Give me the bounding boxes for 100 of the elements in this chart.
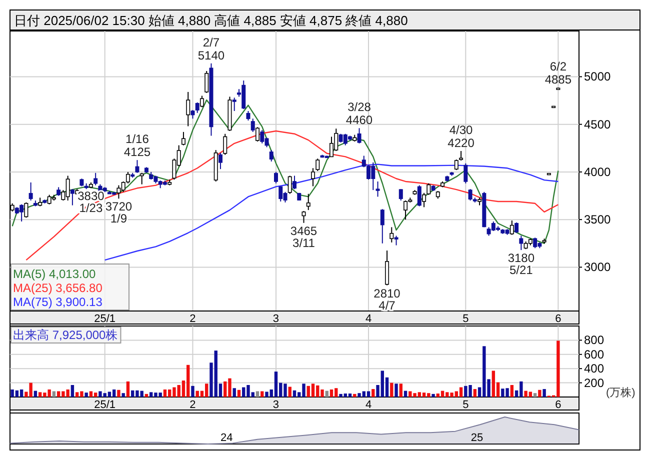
candlestick: [223, 133, 228, 156]
y-tick-label: 3000: [584, 260, 612, 274]
candlestick: [316, 158, 320, 172]
annotation: 4/30 4220: [448, 123, 475, 150]
y-tick-label: 800: [584, 333, 604, 348]
candlestick: [330, 136, 334, 158]
bar: [325, 390, 328, 397]
candlestick: [24, 202, 28, 218]
bar: [288, 386, 292, 397]
bar: [404, 390, 408, 397]
candlestick: [385, 250, 390, 286]
bar: [292, 390, 296, 397]
candlestick: [195, 102, 200, 114]
candlestick: [394, 235, 398, 246]
candlestick: [357, 128, 362, 144]
candlestick: [186, 91, 190, 127]
candlestick: [422, 192, 426, 208]
annotation: 2/7 5140: [198, 35, 225, 62]
annotation: 2810 4/7: [374, 286, 401, 312]
candlestick: [288, 175, 292, 194]
annotation: 3180 5/21: [508, 251, 535, 278]
x-tick-label: 3: [272, 313, 280, 325]
bar: [394, 384, 398, 397]
candlestick: [311, 168, 316, 187]
candlestick: [269, 150, 274, 162]
chart-title: 日付 2025/06/02 15:30 始値 4,880 高値 4,885 安値 4,875 終値 4,880: [14, 13, 408, 28]
candlestick: [274, 171, 278, 184]
bar: [492, 370, 496, 397]
annotation: 25: [470, 432, 484, 444]
y-tick-label: 600: [584, 347, 604, 362]
x-tick-label: 4: [365, 313, 372, 325]
candlestick: [260, 130, 264, 144]
x-tick-label: 25/1: [94, 399, 116, 411]
candlestick: [181, 131, 186, 146]
bar: [330, 389, 334, 397]
bar: [473, 389, 477, 397]
candlestick: [246, 110, 250, 122]
candlestick: [380, 208, 384, 244]
bar: [390, 382, 394, 397]
bar: [538, 390, 542, 397]
bar: [542, 389, 546, 397]
annotation: 3465 3/11: [290, 224, 318, 250]
bar: [256, 391, 260, 397]
x-tick-label: 2: [190, 399, 196, 411]
bar: [126, 381, 130, 397]
bar: [260, 391, 264, 397]
candlestick: [459, 150, 464, 162]
candlestick: [200, 95, 204, 108]
bar: [237, 390, 241, 397]
candlestick: [514, 222, 519, 234]
chart-title: 出来高 7,925,000株: [13, 328, 118, 342]
candlestick: [426, 182, 431, 196]
y-tick-label: 4000: [584, 164, 612, 179]
bar: [432, 394, 435, 397]
candlestick: [390, 226, 394, 243]
x-tick-label: 2: [190, 313, 196, 325]
annotation: 6/2 4885: [544, 60, 572, 87]
candlestick: [302, 210, 306, 224]
candlestick: [417, 184, 422, 207]
candlestick: [135, 160, 140, 174]
bar: [117, 390, 120, 397]
y-tick-label: 5000: [584, 70, 612, 84]
bar: [533, 393, 537, 397]
text: MA(5) 4,013.00: [13, 267, 96, 281]
candlestick: [376, 180, 380, 198]
candlestick: [510, 220, 514, 236]
annotation: 24: [220, 432, 233, 444]
candlestick: [533, 237, 538, 249]
bar: [163, 389, 167, 397]
bar: [366, 391, 370, 397]
bar: [112, 389, 116, 397]
bar: [70, 385, 74, 397]
candlestick: [140, 172, 144, 185]
candlestick: [398, 188, 403, 202]
candlestick: [278, 186, 283, 202]
bar: [84, 392, 88, 397]
bar: [232, 388, 236, 397]
bar: [459, 387, 463, 397]
x-tick-label: 6: [555, 399, 562, 411]
x-tick-label: 6: [555, 313, 562, 325]
candlestick: [250, 118, 255, 132]
annotation: 3720 1/9: [105, 200, 132, 226]
candlestick: [94, 172, 98, 186]
candlestick: [218, 152, 222, 170]
candlestick: [70, 188, 74, 206]
bar: [510, 385, 514, 397]
bar: [436, 394, 440, 397]
candlestick: [404, 200, 408, 220]
bar: [34, 390, 38, 397]
text: MA(75) 3,900.13: [13, 295, 103, 309]
bar: [399, 384, 402, 397]
candlestick: [306, 193, 310, 211]
candlestick: [255, 126, 260, 142]
bar: [122, 393, 125, 397]
bar: [348, 394, 352, 397]
y-tick-label: 200: [584, 376, 604, 390]
bar: [52, 391, 56, 397]
x-tick-label: 25/1: [94, 313, 116, 325]
bar: [353, 394, 356, 397]
annotation: 3/28 4460: [346, 100, 373, 128]
